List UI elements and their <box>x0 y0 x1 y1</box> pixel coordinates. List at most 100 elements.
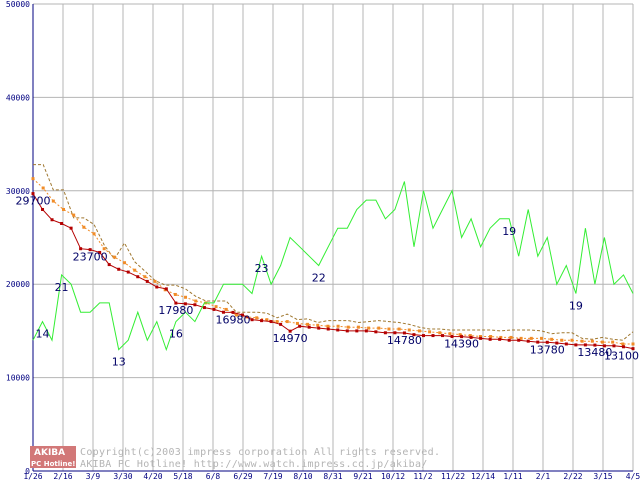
point-min-price <box>631 347 635 351</box>
point-avg-price <box>438 331 442 335</box>
point-min-price <box>69 226 73 230</box>
x-tick-label: 12/14 <box>471 472 495 480</box>
point-avg-price <box>62 207 66 211</box>
data-label: 29700 <box>16 195 51 208</box>
point-min-price <box>402 331 406 335</box>
grid <box>32 3 634 472</box>
data-labels: 29700 23700 17980 16980 14970 14780 14390 13780… <box>16 195 640 369</box>
point-avg-price <box>407 328 411 332</box>
series-line-max-price <box>33 164 634 341</box>
point-avg-price <box>173 292 177 296</box>
point-avg-price <box>570 338 574 342</box>
point-min-price <box>241 313 245 317</box>
point-min-price <box>555 341 559 345</box>
point-min-price <box>126 270 130 274</box>
x-tick-label: 11/2 <box>413 472 432 480</box>
point-avg-price <box>428 330 432 334</box>
point-min-price <box>202 306 206 310</box>
point-min-price <box>79 247 83 251</box>
point-min-price <box>517 338 521 342</box>
point-min-price <box>183 302 187 306</box>
point-min-price <box>260 319 264 323</box>
y-tick-label: 30000 <box>6 187 30 196</box>
point-min-price <box>431 334 435 338</box>
point-avg-price <box>631 342 635 346</box>
point-min-price <box>364 329 368 333</box>
point-avg-price <box>590 339 594 343</box>
data-label: 14 <box>36 328 50 341</box>
y-tick-label: 20000 <box>6 280 30 289</box>
data-label: 17980 <box>158 304 193 317</box>
point-min-price <box>317 326 321 330</box>
x-tick-label: 11/22 <box>441 472 465 480</box>
point-min-price <box>279 322 283 326</box>
series-line-avg-price <box>32 178 633 345</box>
data-label: 16980 <box>216 313 251 326</box>
point-avg-price <box>102 247 106 251</box>
point-min-price <box>421 334 425 338</box>
watermark-logo <box>30 446 76 468</box>
data-label: 19 <box>502 225 516 238</box>
point-min-price <box>593 343 597 347</box>
point-min-price <box>31 192 35 196</box>
watermark-logo-top: AKIBA <box>34 448 65 458</box>
x-tick-label: 4/20 <box>143 472 162 480</box>
x-tick-label: 1/26 <box>23 472 42 480</box>
point-min-price <box>50 218 54 222</box>
point-avg-price <box>92 232 96 236</box>
point-avg-price <box>194 299 198 303</box>
x-tick-label: 6/29 <box>233 472 252 480</box>
data-label: 13 <box>112 356 126 369</box>
point-avg-price <box>356 325 360 329</box>
point-avg-price <box>234 313 238 317</box>
point-avg-price <box>529 336 533 340</box>
x-tick-label: 3/15 <box>593 472 612 480</box>
series <box>31 164 635 352</box>
point-min-price <box>326 327 330 331</box>
x-tick-label: 9/21 <box>353 472 372 480</box>
point-min-price <box>479 336 483 340</box>
point-min-price <box>164 287 168 291</box>
point-min-price <box>212 307 216 311</box>
point-avg-price <box>123 261 127 265</box>
point-min-price <box>88 248 92 252</box>
x-tick-label: 5/18 <box>173 472 192 480</box>
point-min-price <box>107 263 111 267</box>
y-tick-label: 0 <box>25 467 30 476</box>
point-min-price <box>231 310 235 314</box>
point-min-price <box>155 285 159 289</box>
series-line-shop-count <box>32 181 634 352</box>
x-tick-label: 2/1 <box>536 472 551 480</box>
point-min-price <box>441 334 445 338</box>
point-avg-price <box>214 305 218 309</box>
point-min-price <box>526 339 530 343</box>
x-tick-label: 10/12 <box>381 472 405 480</box>
point-min-price <box>574 343 578 347</box>
point-avg-price <box>51 199 55 203</box>
y-tick-label: 50000 <box>6 0 30 9</box>
point-avg-price <box>346 325 350 329</box>
point-min-price <box>469 335 473 339</box>
x-tick-label: 7/19 <box>263 472 282 480</box>
watermark-logo-bottom: PC Hotline! <box>31 460 75 468</box>
point-min-price <box>545 340 549 344</box>
point-min-price <box>450 335 454 339</box>
x-tick-label: 1/11 <box>503 472 522 480</box>
x-tick-label: 6/8 <box>206 472 221 480</box>
point-min-price <box>564 342 568 346</box>
data-label: 13480 <box>577 346 612 359</box>
point-avg-price <box>255 316 259 320</box>
point-avg-price <box>184 295 188 299</box>
point-min-price <box>41 207 45 211</box>
point-avg-price <box>499 335 503 339</box>
point-avg-price <box>133 268 137 272</box>
point-avg-price <box>31 177 35 181</box>
data-label: 22 <box>312 272 326 285</box>
data-label: 14390 <box>444 338 479 351</box>
x-tick-label: 4/5 <box>626 472 640 480</box>
point-avg-price <box>387 327 391 331</box>
point-avg-price <box>275 320 279 324</box>
watermark: AKIBA PC Hotline! Copyright(c)2003 impre… <box>30 446 440 470</box>
